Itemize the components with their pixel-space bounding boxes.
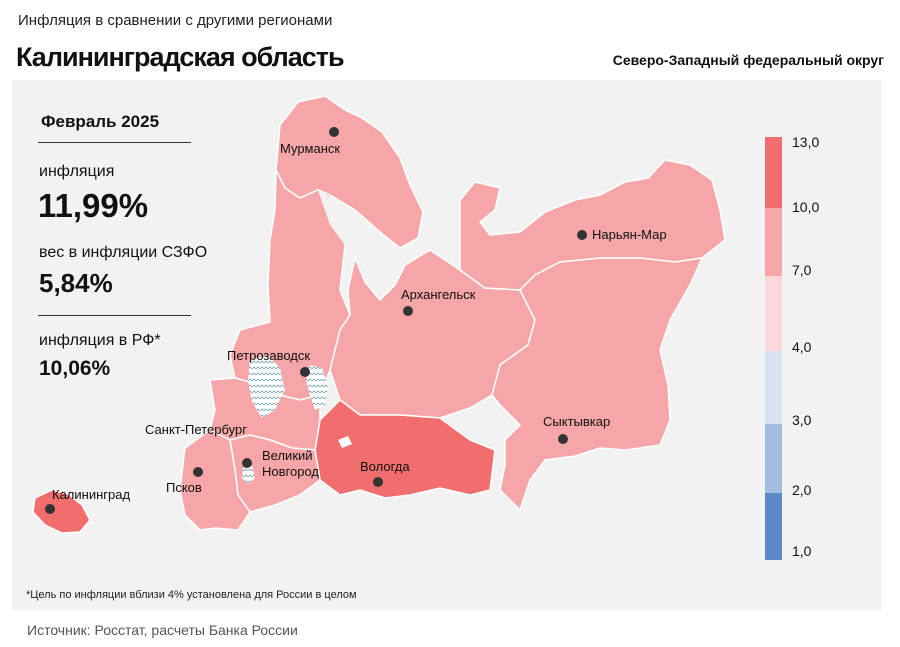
city-label-novgorod-2: Новгород <box>262 464 319 479</box>
legend-label-3: 3,0 <box>792 412 812 428</box>
city-dot-arkhangelsk <box>403 306 413 316</box>
legend-scale <box>765 137 782 560</box>
period-label: Февраль 2025 <box>41 112 160 131</box>
weight-value: 5,84% <box>39 268 113 298</box>
legend-label-13: 13,0 <box>792 134 820 150</box>
divider-1 <box>38 142 191 143</box>
city-dot-novgorod <box>242 458 252 468</box>
pskov-region <box>179 429 251 531</box>
legend-swatch-3-4 <box>765 351 782 424</box>
inflation-label: инфляция <box>39 163 115 180</box>
legend-label-1: 1,0 <box>792 543 812 559</box>
divider-2 <box>38 315 191 316</box>
lake-ilmen <box>242 466 255 484</box>
legend-swatch-1-2 <box>765 493 782 560</box>
footnote: *Цель по инфляции вблизи 4% установлена … <box>26 589 357 601</box>
city-label-petrozavodsk: Петрозаводск <box>227 348 310 363</box>
legend-swatch-4-7 <box>765 276 782 351</box>
city-label-kaliningrad: Калининград <box>52 487 130 502</box>
legend-label-4: 4,0 <box>792 339 812 355</box>
chart-subtitle: Инфляция в сравнении с другими регионами <box>18 12 333 29</box>
legend-swatch-2-3 <box>765 424 782 493</box>
source-note: Источник: Росстат, расчеты Банка России <box>27 622 298 638</box>
lake-ladoga <box>248 355 285 418</box>
city-label-spb: Санкт-Петербург <box>145 422 247 437</box>
city-dot-naryan-mar <box>577 230 587 240</box>
city-dot-murmansk <box>329 127 339 137</box>
legend-swatch-10-13 <box>765 137 782 208</box>
weight-label: вес в инфляции СЗФО <box>39 244 208 261</box>
legend-label-2: 2,0 <box>792 482 812 498</box>
komi-region <box>491 257 704 512</box>
vologda-region <box>314 399 496 499</box>
legend-label-7: 7,0 <box>792 262 812 278</box>
kaliningrad-region <box>32 489 91 534</box>
city-dot-kaliningrad <box>45 504 55 514</box>
district-name: Северо-Западный федеральный округ <box>612 52 884 68</box>
city-label-pskov: Псков <box>166 480 202 495</box>
city-label-syktyvkar: Сыктывкар <box>543 414 610 429</box>
legend-swatch-7-10 <box>765 208 782 276</box>
city-label-vologda: Вологда <box>360 459 410 474</box>
city-label-arkhangelsk: Архангельск <box>401 287 476 302</box>
legend-label-10: 10,0 <box>792 199 820 215</box>
city-dot-syktyvkar <box>558 434 568 444</box>
city-dot-pskov <box>193 467 203 477</box>
lake-onega <box>306 365 328 410</box>
city-dot-petrozavodsk <box>300 367 310 377</box>
city-label-murmansk: Мурманск <box>280 141 340 156</box>
city-dot-vologda <box>373 477 383 487</box>
region-title: Калининградская область <box>16 42 345 72</box>
city-label-novgorod-1: Великий <box>262 448 313 463</box>
inflation-value: 11,99% <box>38 187 149 224</box>
rf-inflation-label: инфляция в РФ* <box>39 332 161 349</box>
city-label-naryan-mar: Нарьян-Мар <box>592 227 667 242</box>
rf-inflation-value: 10,06% <box>39 357 111 380</box>
